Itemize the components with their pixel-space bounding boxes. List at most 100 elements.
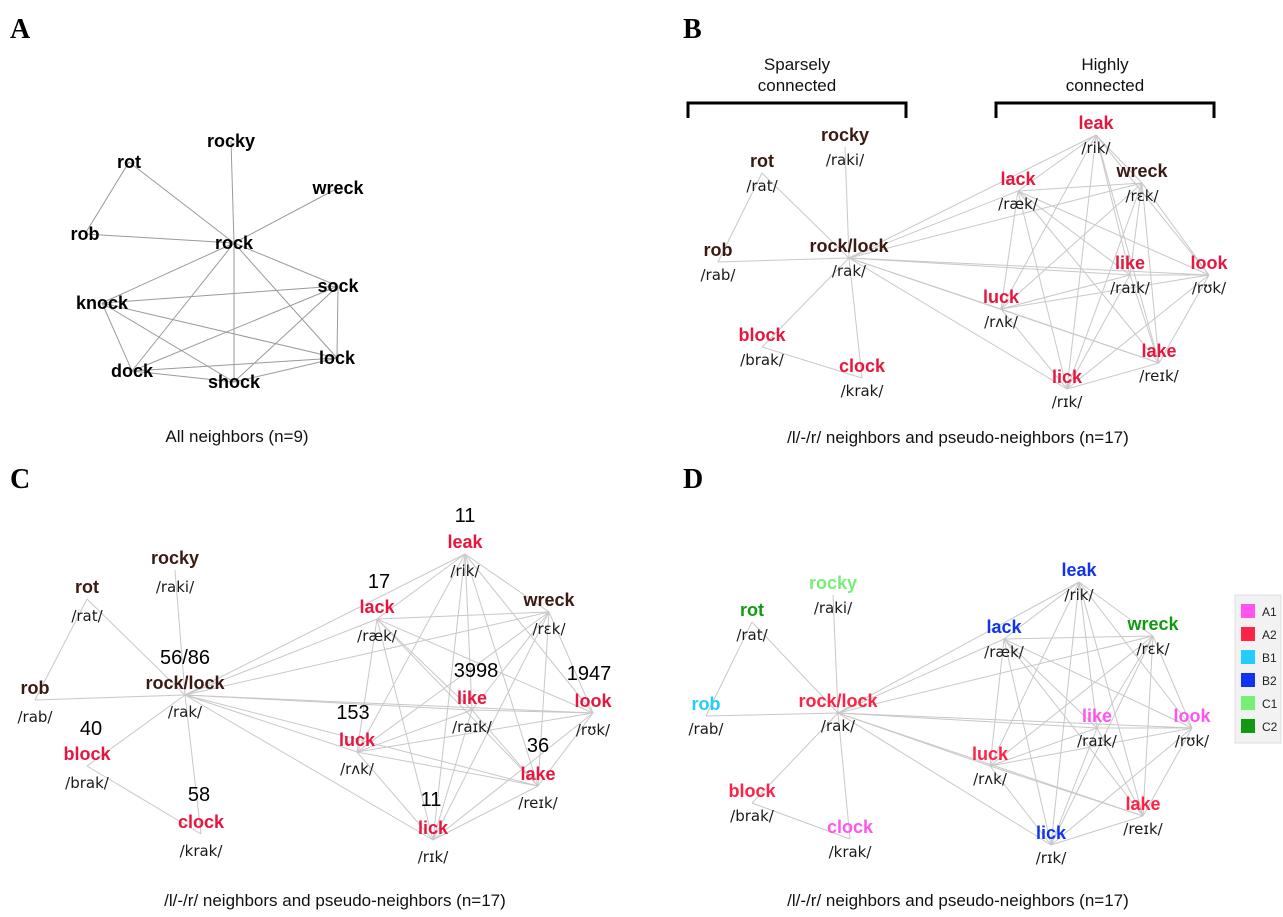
phon-c-rocklock: /rak/	[168, 703, 203, 721]
legend-swatch-a2	[1241, 627, 1255, 641]
phon-b-wreck: /rɛk/	[1125, 187, 1159, 205]
node-a-rob: rob	[71, 224, 100, 244]
count-lake: 36	[527, 735, 549, 757]
edge-d-lack-wreck	[1004, 636, 1153, 639]
node-a-rock: rock	[215, 233, 254, 253]
node-c-wreck: wreck	[522, 590, 575, 610]
phon-c-rocky: /raki/	[156, 578, 195, 596]
edge-a-rocky-rock	[231, 141, 234, 243]
node-c-rob: rob	[21, 678, 50, 698]
phon-d-luck: /rʌk/	[973, 770, 1008, 788]
node-c-rot: rot	[75, 577, 99, 597]
node-b-rocklock: rock/lock	[809, 236, 889, 256]
bracket-sparse: Sparsely connected	[688, 55, 906, 118]
node-a-dock: dock	[111, 361, 154, 381]
category-legend: A1A2B1B2C1C2	[1235, 595, 1281, 743]
phon-c-lack: /ræk/	[357, 627, 398, 645]
bracket-dense-line2: connected	[1066, 76, 1144, 95]
phon-b-rocklock: /rak/	[832, 262, 867, 280]
node-c-leak: leak	[447, 532, 483, 552]
phon-c-leak: /rik/	[450, 562, 480, 580]
phon-d-lick: /rɪk/	[1036, 849, 1067, 867]
phon-d-rob: /rab/	[689, 720, 725, 738]
phon-d-look: /rʊk/	[1175, 732, 1210, 750]
edge-a-rock-lock	[234, 243, 337, 358]
phon-c-block: /brak/	[65, 774, 110, 792]
edge-b-leak-lick	[1067, 135, 1096, 389]
phon-d-rocky: /raki/	[814, 599, 853, 617]
phon-c-rot: /rat/	[71, 607, 103, 625]
legend-label-b1: B1	[1262, 651, 1277, 665]
edge-b-rocklock-wreck	[849, 183, 1142, 258]
panel-d: rocky/raki/rot/rat/rob/rab/rock/lock/rak…	[689, 560, 1212, 867]
phon-b-leak: /rik/	[1081, 139, 1111, 157]
caption-a: All neighbors (n=9)	[165, 427, 308, 446]
edge-d-leak-luck	[990, 582, 1079, 766]
legend-swatch-b1	[1241, 650, 1255, 664]
edge-b-rob-rocklock	[718, 258, 849, 262]
node-a-shock: shock	[208, 372, 261, 392]
legend-label-a1: A1	[1262, 605, 1277, 619]
count-block: 40	[80, 718, 102, 740]
edge-b-leak-luck	[1001, 135, 1096, 309]
phon-b-lack: /ræk/	[998, 195, 1039, 213]
caption-c: /l/-/r/ neighbors and pseudo-neighbors (…	[164, 891, 506, 910]
count-like: 3998	[454, 660, 499, 682]
node-a-wreck: wreck	[311, 178, 364, 198]
node-b-lack: lack	[1000, 169, 1036, 189]
node-b-lick: lick	[1052, 367, 1083, 387]
phon-c-rob: /rab/	[18, 708, 54, 726]
edge-d-look-lick	[1051, 728, 1192, 845]
node-c-luck: luck	[339, 730, 376, 750]
node-b-rot: rot	[750, 151, 774, 171]
edge-a-rot-rock	[129, 162, 234, 243]
bracket-sparse-line1: Sparsely	[764, 55, 831, 74]
phon-b-block: /brak/	[740, 351, 785, 369]
node-b-wreck: wreck	[1115, 161, 1168, 181]
node-d-rot: rot	[740, 600, 764, 620]
edge-c-rob-rocklock	[35, 695, 185, 700]
node-b-rob: rob	[704, 240, 733, 260]
phon-b-lick: /rɪk/	[1052, 393, 1083, 411]
node-d-leak: leak	[1061, 560, 1097, 580]
phon-d-lack: /ræk/	[984, 643, 1025, 661]
node-c-lack: lack	[359, 597, 395, 617]
legend-swatch-b2	[1241, 673, 1255, 687]
bracket-sparse-line2: connected	[758, 76, 836, 95]
bracket-dense: Highly connected	[996, 55, 1214, 118]
count-clock: 58	[188, 784, 210, 806]
node-b-block: block	[738, 325, 786, 345]
phon-c-clock: /krak/	[180, 842, 224, 860]
legend-label-c2: C2	[1262, 720, 1278, 734]
caption-b: /l/-/r/ neighbors and pseudo-neighbors (…	[787, 428, 1129, 447]
phon-d-like: /raɪk/	[1077, 732, 1118, 750]
edge-d-luck-lake	[990, 766, 1143, 816]
panel-b: rocky/raki/rot/rat/rob/rab/rock/lock/rak…	[701, 113, 1229, 411]
edge-b-lack-wreck	[1018, 183, 1142, 191]
node-d-clock: clock	[827, 817, 874, 837]
legend-label-b2: B2	[1262, 674, 1277, 688]
node-b-like: like	[1115, 253, 1145, 273]
phon-d-rocklock: /rak/	[821, 717, 856, 735]
count-lack: 17	[368, 571, 390, 593]
phon-b-look: /rʊk/	[1192, 279, 1227, 297]
phon-c-look: /rʊk/	[576, 721, 611, 739]
node-c-lick: lick	[418, 818, 449, 838]
node-a-rot: rot	[117, 152, 141, 172]
phon-c-lick: /rɪk/	[418, 848, 449, 866]
phon-d-rot: /rat/	[736, 626, 768, 644]
phon-b-rob: /rab/	[701, 266, 737, 284]
legend-swatch-c2	[1241, 719, 1255, 733]
node-b-look: look	[1190, 253, 1228, 273]
phon-d-leak: /rik/	[1064, 586, 1094, 604]
edge-c-rocklock-leak	[185, 554, 465, 695]
node-b-leak: leak	[1078, 113, 1114, 133]
panel-c: rocky/raki/rot/rat/rob/rab/rock/lock/rak…	[18, 505, 613, 866]
node-d-like: like	[1082, 706, 1112, 726]
count-look: 1947	[567, 663, 612, 685]
phon-b-clock: /krak/	[841, 382, 885, 400]
node-c-like: like	[457, 688, 487, 708]
node-b-clock: clock	[839, 356, 886, 376]
panel-letter-c: C	[10, 464, 30, 495]
